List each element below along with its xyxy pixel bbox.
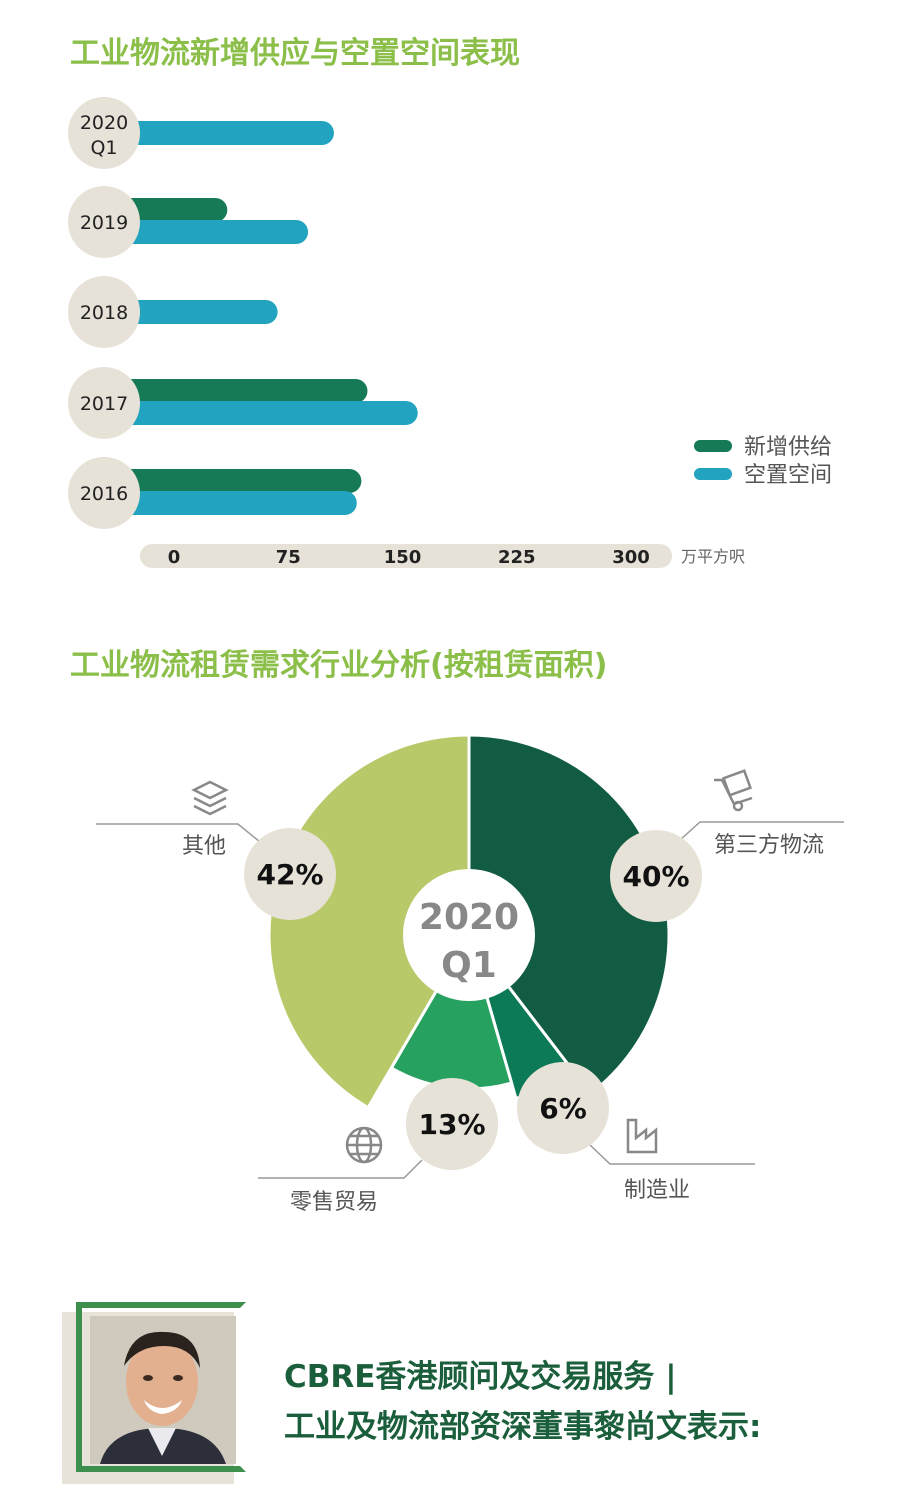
bar-vacant (110, 401, 418, 425)
category-label: 2018 (80, 302, 128, 324)
globe-icon (345, 1126, 383, 1164)
x-tick-label: 0 (168, 547, 181, 568)
leader-line (96, 823, 261, 843)
factory-icon (626, 1118, 658, 1154)
quote-text: CBRE香港顾问及交易服务 | 工业及物流部资深董事黎尚文表示: (284, 1352, 761, 1452)
x-tick-label: 75 (276, 547, 301, 568)
bar-chart-title: 工业物流新增供应与空置空间表现 (70, 36, 520, 71)
category-circle (68, 367, 140, 439)
leader-line (258, 1159, 423, 1179)
leader-line (679, 821, 844, 841)
pie-center-circle (403, 869, 535, 1001)
slice-category-label: 制造业 (624, 1178, 690, 1203)
quote-line-2: 工业及物流部资深董事黎尚文表示: (284, 1409, 762, 1445)
x-tick-label: 150 (384, 547, 422, 568)
legend-swatch (694, 468, 732, 480)
category-circle (68, 97, 140, 169)
slice-category-label: 零售贸易 (290, 1190, 378, 1215)
legend-swatch (694, 440, 732, 452)
pie-center-label: Q1 (441, 945, 497, 986)
bar-chart: 2020 Q1 2019 2018 2017 2016 0 75 150 225 300 万平方呎 新增… (68, 97, 832, 568)
percent-label: 42% (256, 858, 323, 891)
category-circle (68, 276, 140, 348)
legend-label: 空置空间 (744, 463, 832, 488)
percent-label: 13% (418, 1108, 485, 1141)
percent-label: 6% (539, 1092, 587, 1125)
pie-chart-title: 工业物流租赁需求行业分析(按租赁面积) (70, 648, 608, 683)
x-tick-label: 225 (498, 547, 536, 568)
category-circle (68, 457, 140, 529)
category-label: 2017 (80, 393, 128, 415)
bar-vacant (110, 220, 309, 244)
bar-vacant (110, 300, 278, 324)
bar-vacant (110, 121, 334, 145)
slice-category-label: 其他 (182, 834, 226, 859)
category-circle (68, 186, 140, 258)
category-label: 2019 (80, 212, 128, 234)
category-label: 2016 (80, 483, 128, 505)
bar-vacant (110, 491, 357, 515)
percent-bubble (244, 828, 336, 920)
layers-icon (191, 780, 229, 816)
x-tick-label: 300 (612, 547, 650, 568)
x-axis-unit: 万平方呎 (681, 547, 745, 566)
percent-bubble (406, 1078, 498, 1170)
category-label: Q1 (90, 137, 117, 159)
pie-center-label: 2020 (419, 897, 519, 938)
bar-new-supply (110, 379, 368, 403)
category-label: 2020 (80, 112, 128, 134)
hand-truck-icon (714, 769, 753, 812)
x-axis-bar (140, 544, 672, 568)
percent-bubble (517, 1062, 609, 1154)
portrait-frame (76, 1302, 246, 1472)
quote-line-1: CBRE香港顾问及交易服务 | (284, 1359, 677, 1395)
bar-new-supply (110, 469, 362, 493)
percent-bubble (610, 830, 702, 922)
percent-label: 40% (622, 860, 689, 893)
quote-section: CBRE香港顾问及交易服务 | 工业及物流部资深董事黎尚文表示: (0, 1290, 901, 1498)
slice-category-label: 第三方物流 (714, 833, 824, 858)
leader-line (589, 1144, 755, 1165)
legend-label: 新增供给 (744, 435, 832, 460)
portrait-photo (90, 1316, 236, 1464)
